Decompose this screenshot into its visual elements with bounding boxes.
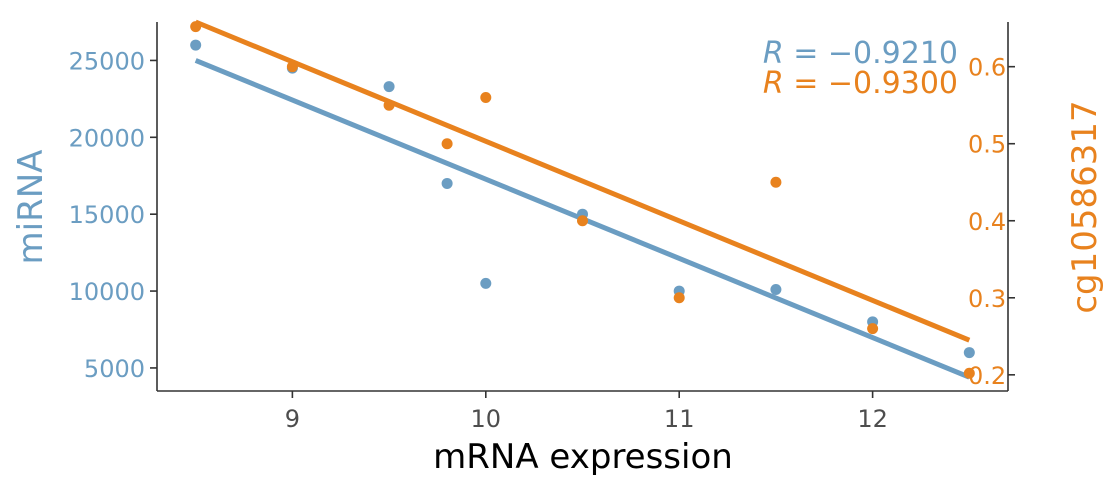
- correlation-value: = −0.9210: [784, 36, 958, 71]
- point-cg10586317: [383, 99, 395, 111]
- y-right-tick-label: 0.6: [968, 54, 1006, 82]
- y-right-axis-title: cg10586317: [1065, 100, 1105, 313]
- point-mirna: [770, 284, 782, 296]
- point-cg10586317: [480, 91, 492, 103]
- correlation-value: = −0.9300: [784, 66, 958, 101]
- correlation-label-cg10586317: R = −0.9300: [763, 66, 958, 101]
- point-cg10586317: [867, 323, 879, 335]
- correlation-symbol: R: [763, 66, 784, 101]
- y-right-tick-label: 0.4: [968, 208, 1006, 236]
- x-tick-label: 9: [285, 405, 300, 433]
- y-right-axis: 0.2 0.3 0.4 0.5 0.6: [968, 54, 1015, 390]
- y-left-tick-label: 20000: [69, 124, 145, 152]
- y-left-axis: 5000 10000 15000 20000 25000: [69, 47, 157, 383]
- point-mirna: [963, 347, 975, 359]
- y-left-tick-label: 10000: [69, 278, 145, 306]
- point-cg10586317: [770, 176, 782, 188]
- y-left-tick-label: 25000: [69, 47, 145, 75]
- x-axis-title: mRNA expression: [433, 437, 733, 477]
- point-cg10586317: [673, 292, 685, 304]
- point-cg10586317: [190, 21, 202, 33]
- x-tick-label: 10: [471, 405, 502, 433]
- point-mirna: [383, 81, 395, 93]
- x-tick-label: 12: [857, 405, 888, 433]
- x-axis: 9 10 11 12: [285, 391, 888, 433]
- regression-line-cg10586317: [194, 19, 971, 343]
- x-tick-label: 11: [664, 405, 695, 433]
- point-mirna: [480, 277, 492, 289]
- point-mirna: [441, 177, 453, 189]
- data-points: [190, 21, 975, 379]
- y-left-tick-label: 5000: [84, 355, 145, 383]
- point-cg10586317: [963, 367, 975, 379]
- y-right-tick-label: 0.2: [968, 362, 1006, 390]
- y-right-tick-label: 0.3: [968, 285, 1006, 313]
- y-left-axis-title: miRNA: [11, 150, 51, 265]
- correlation-label-mirna: R = −0.9210: [763, 36, 958, 71]
- y-right-tick-label: 0.5: [968, 131, 1006, 159]
- y-left-tick-label: 15000: [69, 201, 145, 229]
- point-cg10586317: [286, 61, 298, 73]
- plot-panel: [156, 22, 1009, 392]
- point-cg10586317: [441, 138, 453, 150]
- point-cg10586317: [577, 215, 588, 227]
- point-mirna: [190, 39, 202, 51]
- correlation-symbol: R: [763, 36, 784, 71]
